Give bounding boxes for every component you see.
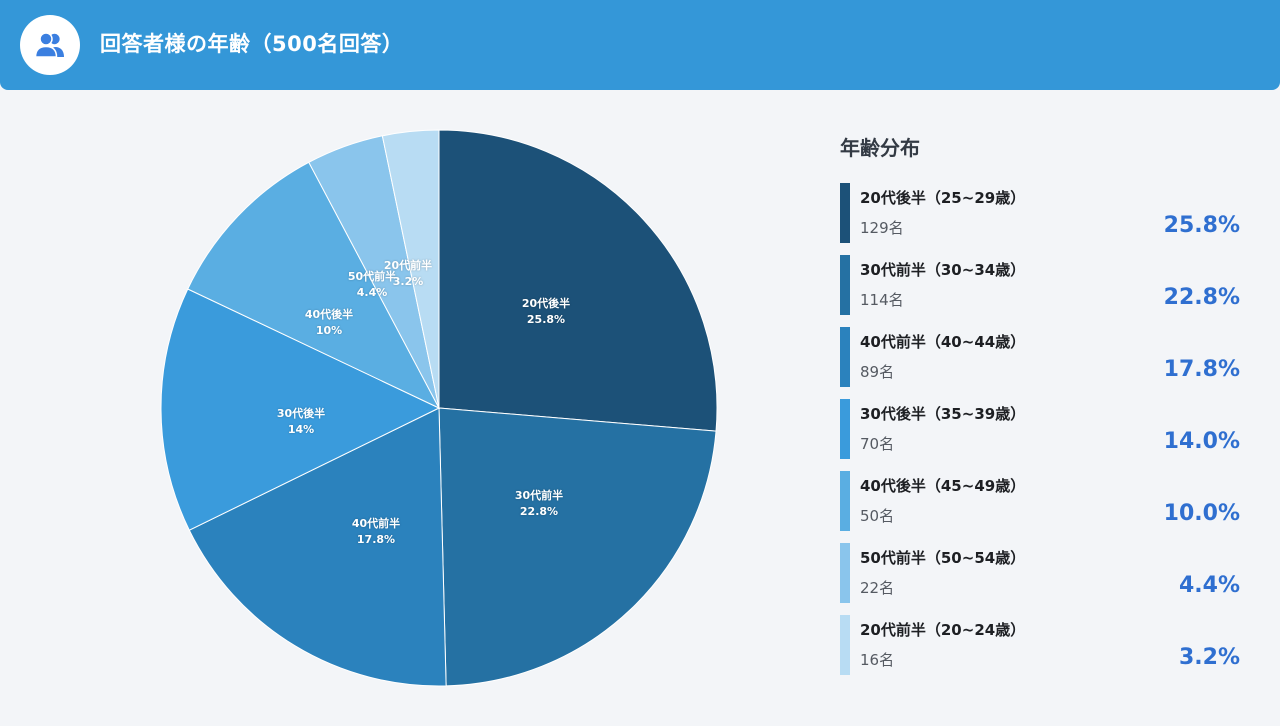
pie-chart-svg: [160, 129, 718, 687]
page-title: 回答者様の年齢（500名回答）: [100, 32, 404, 56]
pie-slice: [188, 407, 447, 687]
legend-color-bar: [840, 327, 850, 387]
legend-color-bar: [840, 543, 850, 603]
pie-slice: [160, 288, 441, 531]
legend-count: 129名: [860, 219, 904, 237]
legend-count: 22名: [860, 579, 895, 597]
pie-chart: 20代後半 25.8% 30代前半 22.8% 40代前半 17.8% 30代後…: [150, 118, 730, 698]
pie-label: 30代後半 14%: [276, 407, 326, 436]
legend-percent: 17.8%: [1163, 357, 1240, 382]
legend-count: 50名: [860, 507, 895, 525]
users-icon: [35, 32, 64, 58]
pie-label: 20代前半 3.2%: [383, 259, 433, 288]
legend-percent: 3.2%: [1178, 645, 1240, 670]
pie-label: 30代前半 22.8%: [514, 489, 564, 518]
legend-item: 20代前半（20~24歳） 16名 3.2%: [840, 615, 1240, 675]
pie-label: 20代後半 25.8%: [521, 297, 571, 326]
legend-color-bar: [840, 399, 850, 459]
legend-label: 40代後半（45~49歳）: [860, 477, 1026, 495]
legend-title: 年齢分布: [840, 136, 920, 160]
legend-label: 50代前半（50~54歳）: [860, 549, 1026, 567]
legend-label: 20代前半（20~24歳）: [860, 621, 1026, 639]
legend-count: 70名: [860, 435, 895, 453]
pie-label: 40代後半 10%: [304, 308, 354, 337]
legend-count: 114名: [860, 291, 904, 309]
legend-item: 40代前半（40~44歳） 89名 17.8%: [840, 327, 1240, 387]
legend-label: 30代後半（35~39歳）: [860, 405, 1026, 423]
pie-label: 50代前半 4.4%: [347, 270, 397, 299]
pie-slice: [381, 129, 440, 409]
pie-label: 40代前半 17.8%: [351, 517, 401, 546]
pie-slice: [187, 161, 441, 410]
header-bar: 回答者様の年齢（500名回答）: [0, 0, 1280, 90]
legend: 年齢分布 20代後半（25~29歳） 129名 25.8% 30代前半（30~3…: [840, 132, 1240, 687]
legend-color-bar: [840, 183, 850, 243]
legend-label: 20代後半（25~29歳）: [860, 189, 1026, 207]
legend-color-bar: [840, 615, 850, 675]
pie-slice: [438, 129, 718, 432]
legend-item: 40代後半（45~49歳） 50名 10.0%: [840, 471, 1240, 531]
users-icon-badge: [20, 15, 80, 75]
legend-label: 30代前半（30~34歳）: [860, 261, 1026, 279]
legend-item: 30代前半（30~34歳） 114名 22.8%: [840, 255, 1240, 315]
legend-count: 16名: [860, 651, 895, 669]
legend-percent: 4.4%: [1178, 573, 1240, 598]
legend-percent: 10.0%: [1163, 501, 1240, 526]
legend-color-bar: [840, 255, 850, 315]
legend-count: 89名: [860, 363, 895, 381]
pie-slice: [438, 407, 717, 687]
legend-label: 40代前半（40~44歳）: [860, 333, 1026, 351]
legend-percent: 22.8%: [1163, 285, 1240, 310]
legend-percent: 14.0%: [1163, 429, 1240, 454]
legend-item: 20代後半（25~29歳） 129名 25.8%: [840, 183, 1240, 243]
legend-color-bar: [840, 471, 850, 531]
legend-percent: 25.8%: [1163, 213, 1240, 238]
legend-item: 30代後半（35~39歳） 70名 14.0%: [840, 399, 1240, 459]
legend-item: 50代前半（50~54歳） 22名 4.4%: [840, 543, 1240, 603]
